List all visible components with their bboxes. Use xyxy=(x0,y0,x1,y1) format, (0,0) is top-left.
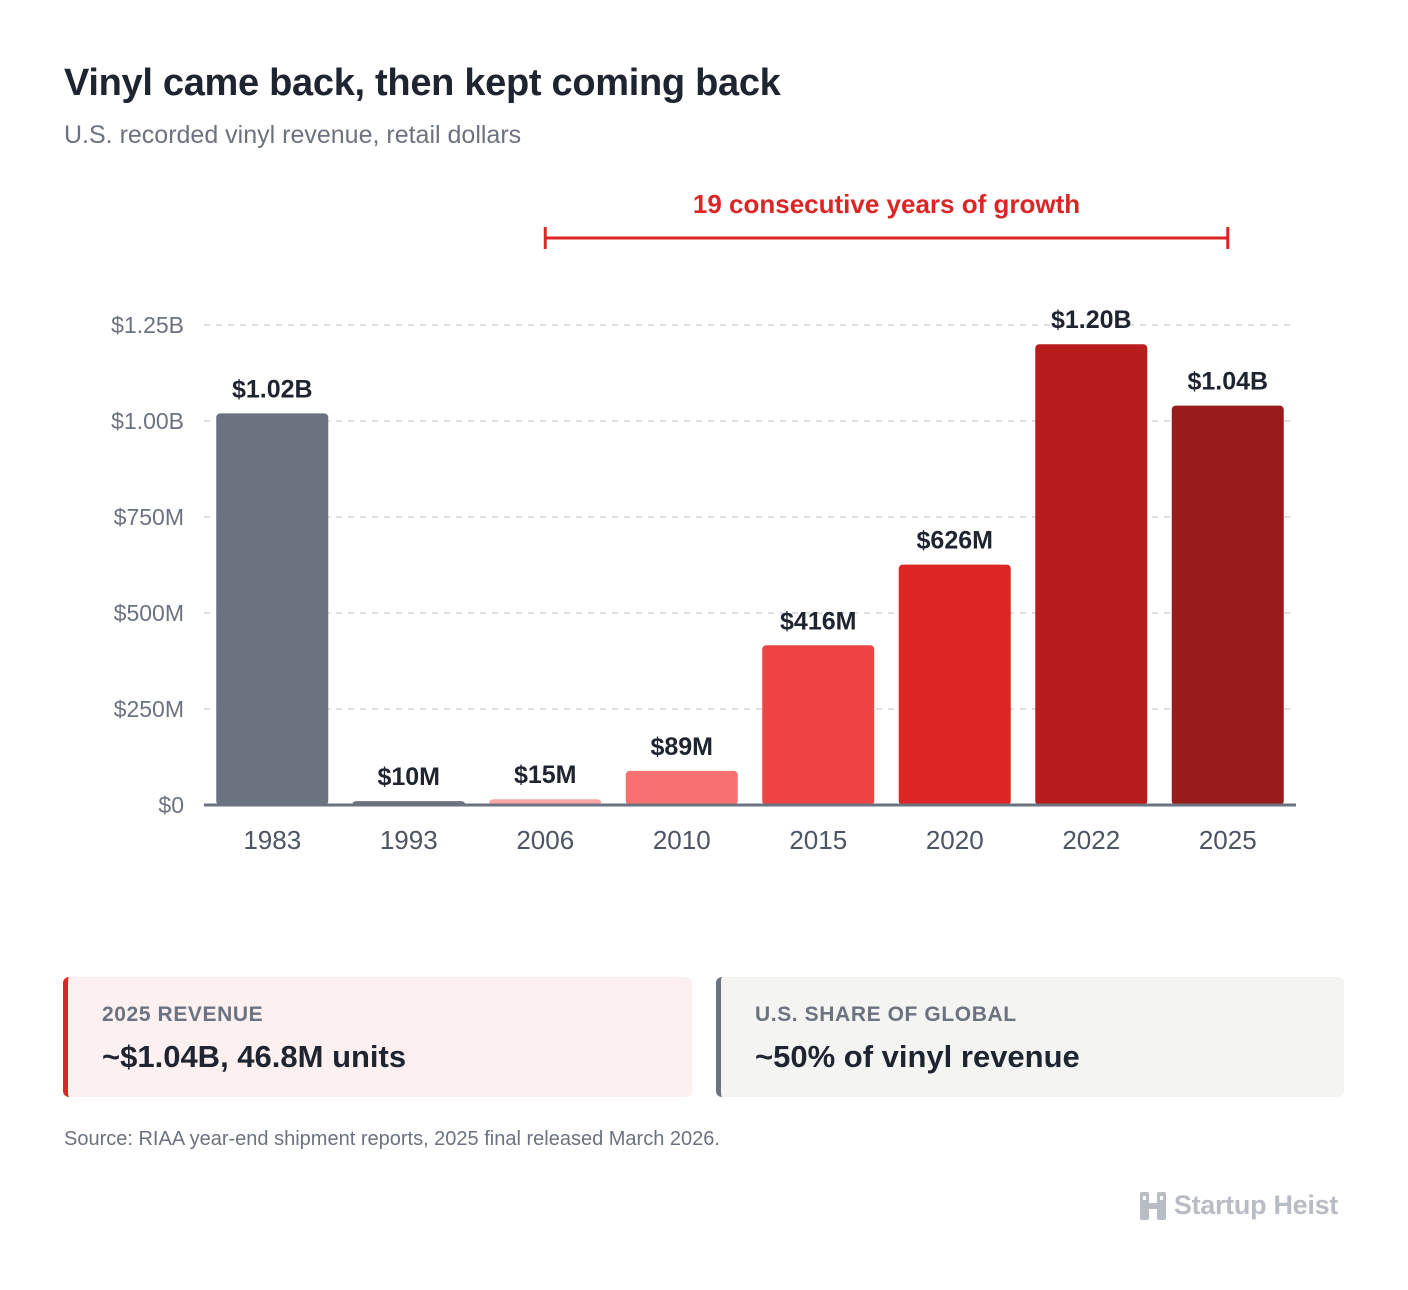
bar xyxy=(216,413,329,805)
stat-card-global-share: U.S. SHARE OF GLOBAL ~50% of vinyl reven… xyxy=(716,977,1344,1097)
x-tick-label: 2022 xyxy=(1062,825,1120,855)
stat-card-value: ~50% of vinyl revenue xyxy=(755,1039,1080,1074)
y-tick-label: $250M xyxy=(114,696,184,722)
bar xyxy=(1035,344,1148,805)
y-tick-label: $1.00B xyxy=(111,408,184,434)
chart-title: Vinyl came back, then kept coming back xyxy=(64,62,781,104)
y-tick-label: $500M xyxy=(114,600,184,626)
bar xyxy=(762,645,875,805)
bar xyxy=(898,564,1011,805)
data-label: $1.20B xyxy=(1051,306,1132,334)
data-label: $416M xyxy=(780,607,856,635)
data-label: $15M xyxy=(514,761,577,789)
source-note: Source: RIAA year-end shipment reports, … xyxy=(64,1128,720,1150)
x-tick-label: 1993 xyxy=(380,825,438,855)
x-tick-label: 2015 xyxy=(789,825,847,855)
data-label: $1.02B xyxy=(232,375,313,403)
building-logo-icon xyxy=(1139,1191,1166,1220)
x-tick-label: 1983 xyxy=(243,825,301,855)
y-tick-label: $1.25B xyxy=(111,312,184,338)
chart-subtitle: U.S. recorded vinyl revenue, retail doll… xyxy=(64,121,522,149)
brand-name: Startup Heist xyxy=(1173,1190,1338,1220)
stat-card-label: U.S. SHARE OF GLOBAL xyxy=(755,1003,1017,1026)
bar-chart: $0 $250M $500M $750M $1.00B $1.25B $1.02B 1983 $… xyxy=(111,189,1296,855)
data-label: $626M xyxy=(917,527,993,555)
bar xyxy=(625,770,738,805)
brand-mark: Startup Heist xyxy=(1139,1190,1338,1221)
data-label: $89M xyxy=(650,733,713,761)
bar xyxy=(1171,405,1284,805)
data-label: $10M xyxy=(377,763,440,791)
x-tick-label: 2006 xyxy=(516,825,574,855)
y-tick-label: $750M xyxy=(114,504,184,530)
data-label: $1.04B xyxy=(1187,368,1268,396)
annotation-label: 19 consecutive years of growth xyxy=(693,189,1080,219)
x-tick-label: 2020 xyxy=(926,825,984,855)
stat-card-revenue: 2025 REVENUE ~$1.04B, 46.8M units xyxy=(63,977,692,1097)
x-tick-label: 2025 xyxy=(1199,825,1257,855)
y-tick-label: $0 xyxy=(158,792,184,818)
stat-card-value: ~$1.04B, 46.8M units xyxy=(102,1039,407,1074)
stat-card-label: 2025 REVENUE xyxy=(102,1003,264,1026)
x-tick-label: 2010 xyxy=(653,825,711,855)
